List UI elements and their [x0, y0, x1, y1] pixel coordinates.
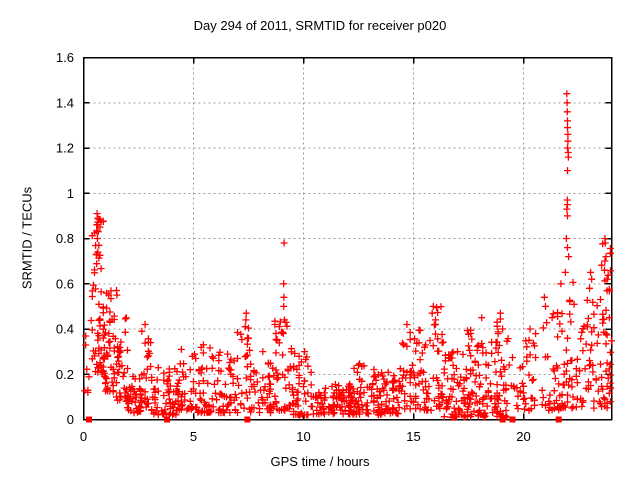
zero-flag-square — [499, 416, 506, 423]
y-tick-label: 0 — [67, 412, 74, 427]
y-tick-label: 1.4 — [56, 95, 74, 110]
series-zero-value-flags-points — [86, 416, 562, 423]
x-tick-label: 0 — [80, 429, 87, 444]
y-tick-label: 1 — [67, 186, 74, 201]
series-SRMTID-points — [81, 90, 615, 421]
y-tick-label: 1.2 — [56, 141, 74, 156]
x-tick-label: 15 — [406, 429, 420, 444]
zero-flag-square — [86, 416, 92, 423]
zero-flag-square — [164, 416, 171, 423]
zero-flag-square — [555, 416, 562, 423]
plot-border-and-ticks — [82, 56, 613, 421]
y-tick-label: 1.6 — [56, 50, 74, 65]
zero-flag-square — [244, 416, 251, 423]
y-tick-label: 0.8 — [56, 231, 74, 246]
y-tick-label: 0.4 — [56, 322, 74, 337]
y-tick-label: 0.6 — [56, 276, 74, 291]
y-tick-labels: 0 0.2 0.4 0.6 0.8 1 1.2 1.4 1.6 — [56, 50, 74, 427]
grid-lines — [83, 57, 612, 420]
plot-border — [82, 56, 613, 421]
y-tick-label: 0.2 — [56, 367, 74, 382]
x-tick-label: 20 — [516, 429, 530, 444]
x-tick-label: 5 — [190, 429, 197, 444]
chart-title: Day 294 of 2011, SRMTID for receiver p02… — [193, 18, 447, 33]
x-tick-label: 10 — [296, 429, 310, 444]
x-tick-labels: 0 5 10 15 20 — [80, 429, 531, 444]
zero-flag-square — [509, 416, 516, 423]
x-axis-label: GPS time / hours — [270, 454, 370, 469]
